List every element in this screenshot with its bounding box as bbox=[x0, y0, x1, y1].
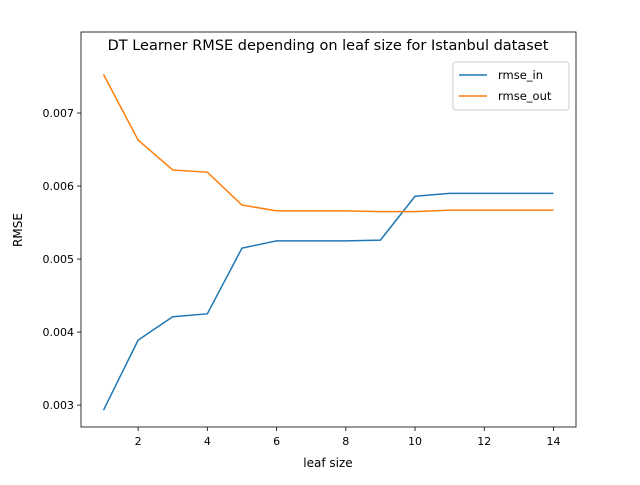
y-tick-label: 0.004 bbox=[43, 326, 75, 339]
series-line-rmse_out bbox=[102, 73, 554, 213]
legend-label: rmse_in bbox=[498, 68, 543, 82]
x-tick-label: 10 bbox=[408, 435, 422, 448]
x-tick-label: 8 bbox=[342, 435, 349, 448]
legend-box bbox=[452, 61, 570, 111]
legend-label: rmse_out bbox=[498, 89, 552, 103]
x-tick-label: 14 bbox=[547, 435, 561, 448]
legend: rmse_in rmse_out bbox=[452, 61, 570, 111]
y-tick-label: 0.003 bbox=[43, 399, 75, 412]
x-tick-label: 6 bbox=[273, 435, 280, 448]
y-tick-label: 0.006 bbox=[43, 180, 75, 193]
axes-frame bbox=[80, 31, 577, 428]
y-axis-label: RMSE bbox=[11, 213, 25, 247]
x-tick-label: 2 bbox=[135, 435, 142, 448]
x-tick-label: 4 bbox=[204, 435, 211, 448]
y-tick-label: 0.007 bbox=[43, 107, 75, 120]
x-axis-label: leaf size bbox=[303, 456, 352, 470]
chart-title: DT Learner RMSE depending on leaf size f… bbox=[108, 38, 549, 54]
series-line-rmse_in bbox=[102, 192, 554, 411]
x-tick-label: 12 bbox=[477, 435, 491, 448]
y-tick-label: 0.005 bbox=[43, 253, 75, 266]
